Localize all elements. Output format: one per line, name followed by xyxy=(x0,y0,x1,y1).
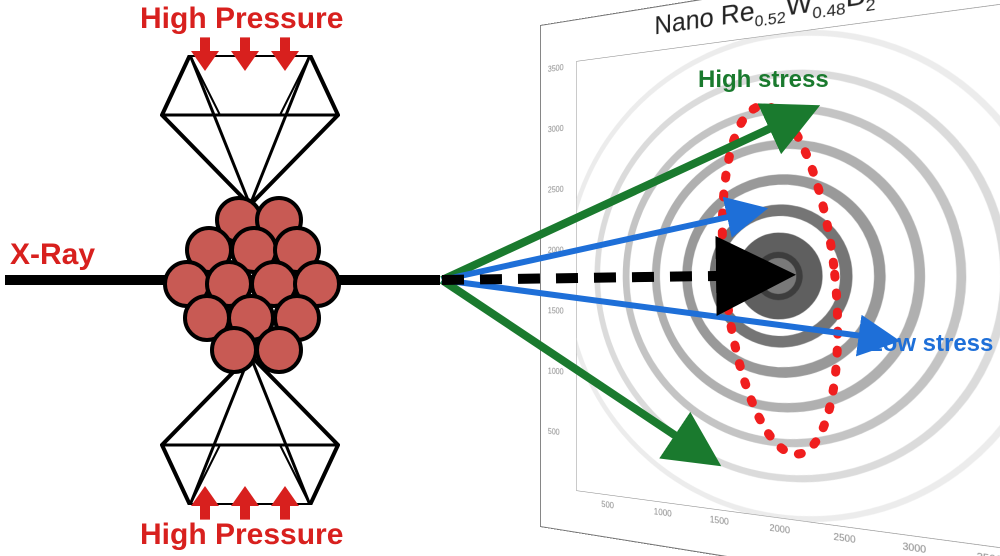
ls-text: Low stress xyxy=(868,330,993,357)
xtick: 3500 xyxy=(977,551,1000,556)
xray-label: X-Ray xyxy=(10,238,95,272)
t5: 2 xyxy=(866,0,876,15)
particle-cluster xyxy=(155,190,345,370)
high-pressure-top-label: High Pressure xyxy=(140,2,343,36)
diagram-stage: X-Ray High Pressure High Pressure xyxy=(0,0,1000,556)
particle xyxy=(210,326,258,374)
xtick: 3000 xyxy=(902,541,926,555)
ytick: 2000 xyxy=(548,246,564,255)
xray-text: X-Ray xyxy=(10,238,95,271)
diamond-anvil-top xyxy=(160,55,340,205)
ytick: 2500 xyxy=(548,185,564,195)
ytick: 1500 xyxy=(548,306,564,315)
t0: Nano Re xyxy=(654,0,754,41)
hs-text: High stress xyxy=(698,66,829,93)
xtick: 1500 xyxy=(710,514,729,527)
ytick: 3500 xyxy=(548,63,564,74)
xtick: 2000 xyxy=(770,523,791,536)
xtick: 2500 xyxy=(834,531,856,545)
hp-bot-text: High Pressure xyxy=(140,518,343,551)
xtick: 500 xyxy=(601,499,614,510)
particle xyxy=(255,326,303,374)
low-stress-label: Low stress xyxy=(868,330,993,358)
high-pressure-bottom-label: High Pressure xyxy=(140,518,343,552)
t3: 0.48 xyxy=(812,0,845,22)
xtick: 1000 xyxy=(654,507,672,519)
ytick: 500 xyxy=(548,427,560,437)
t1: 0.52 xyxy=(755,7,786,30)
t2: W xyxy=(786,0,813,22)
t4: B xyxy=(846,0,866,14)
hp-top-text: High Pressure xyxy=(140,2,343,35)
high-stress-label: High stress xyxy=(698,66,829,94)
ytick: 1000 xyxy=(548,366,564,376)
diamond-anvil-bottom xyxy=(160,355,340,505)
ytick: 3000 xyxy=(548,124,564,135)
